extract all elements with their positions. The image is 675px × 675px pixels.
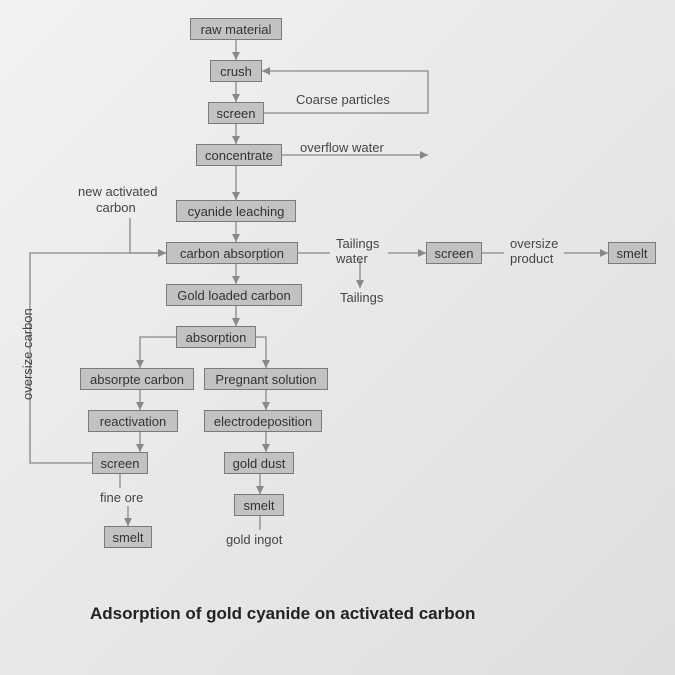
edge-8	[256, 337, 266, 368]
label-ovp1: oversize	[510, 236, 558, 251]
node-screen3: screen	[92, 452, 148, 474]
node-glc: Gold loaded carbon	[166, 284, 302, 306]
node-smelt3: smelt	[234, 494, 284, 516]
label-newcarb1: new activated	[78, 184, 158, 199]
label-tw2: water	[336, 251, 368, 266]
edge-19	[130, 218, 166, 253]
edge-7	[140, 337, 176, 368]
node-abcarb: absorpte carbon	[80, 368, 194, 390]
node-cyan: cyanide leaching	[176, 200, 296, 222]
node-raw: raw material	[190, 18, 282, 40]
label-ovc: oversize carbon	[20, 308, 35, 400]
node-cabs: carbon absorption	[166, 242, 298, 264]
node-edep: electrodeposition	[204, 410, 322, 432]
label-fine: fine ore	[100, 490, 143, 505]
node-react: reactivation	[88, 410, 178, 432]
label-tw1: Tailings	[336, 236, 379, 251]
node-preg: Pregnant solution	[204, 368, 328, 390]
node-screen2: screen	[426, 242, 482, 264]
diagram-caption: Adsorption of gold cyanide on activated …	[90, 604, 475, 624]
label-tail: Tailings	[340, 290, 383, 305]
node-conc: concentrate	[196, 144, 282, 166]
node-abs2: absorption	[176, 326, 256, 348]
node-smelt2: smelt	[104, 526, 152, 548]
node-smelt1: smelt	[608, 242, 656, 264]
node-crush: crush	[210, 60, 262, 82]
label-newcarb2: carbon	[96, 200, 136, 215]
node-screen1: screen	[208, 102, 264, 124]
label-overflow: overflow water	[300, 140, 384, 155]
label-ovp2: product	[510, 251, 553, 266]
label-coarse: Coarse particles	[296, 92, 390, 107]
node-gdust: gold dust	[224, 452, 294, 474]
label-ingot: gold ingot	[226, 532, 282, 547]
